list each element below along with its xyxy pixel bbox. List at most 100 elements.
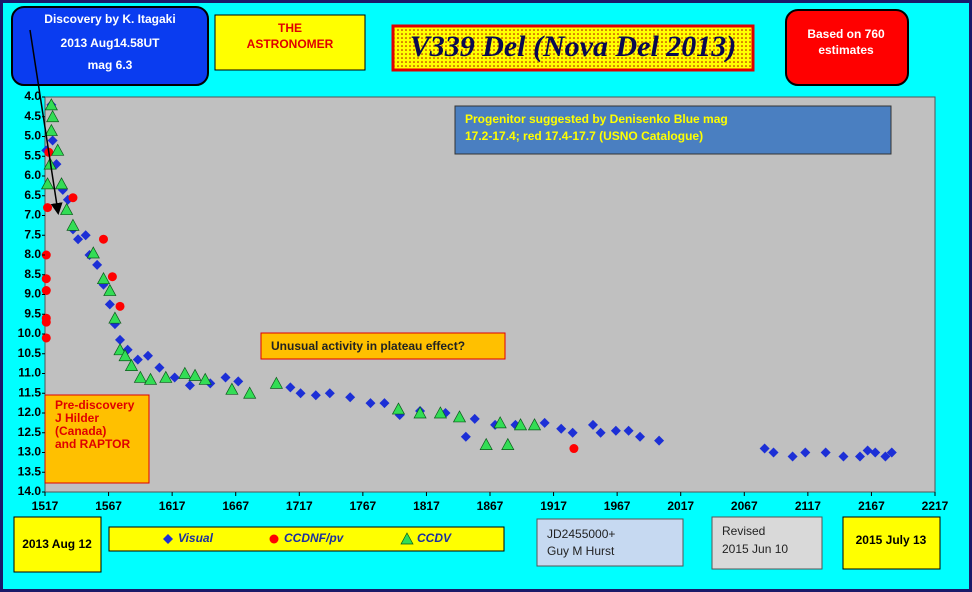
annotation: Based on 760 — [807, 27, 885, 41]
triangle-marker — [527, 418, 542, 431]
legend-entries: Visual CCDNF/pv CCDV — [163, 531, 452, 545]
annotation: 17.2-17.4; red 17.4-17.7 (USNO Catalogue… — [465, 129, 703, 143]
y-tick-label: 7.5 — [24, 227, 41, 241]
diamond-marker — [623, 425, 634, 436]
triangle-marker — [513, 418, 528, 431]
diamond-marker — [854, 451, 865, 462]
triangle-marker — [433, 406, 448, 419]
y-tick-label: 9.5 — [24, 306, 41, 320]
diamond-marker — [654, 435, 665, 446]
triangle-marker — [86, 246, 100, 259]
triangle-marker — [493, 416, 507, 429]
diamond-marker — [379, 398, 390, 409]
diamond-marker — [345, 392, 356, 403]
annotation: 2015 July 13 — [856, 533, 927, 547]
annotation: JD2455000+ — [547, 527, 615, 541]
annotation: 2013 Aug 12 — [22, 537, 92, 551]
circle-marker — [43, 203, 53, 213]
triangle-marker — [54, 177, 69, 190]
triangle-marker — [44, 98, 58, 111]
triangle-marker — [51, 143, 65, 156]
x-tick-label: 1867 — [477, 499, 504, 513]
triangle-marker — [188, 368, 202, 381]
x-tick-label: 2067 — [731, 499, 758, 513]
diamond-marker — [47, 135, 58, 146]
diamond-marker — [154, 362, 165, 373]
diamond-marker — [184, 380, 195, 391]
annotation: 2013 Aug14.58UT — [61, 36, 161, 50]
circle-marker — [41, 250, 51, 260]
annotation: mag 6.3 — [88, 58, 133, 72]
triangle-marker — [113, 343, 127, 356]
diamond-marker — [92, 259, 103, 270]
diamond-marker — [870, 447, 881, 458]
x-tick-label: 1617 — [159, 499, 186, 513]
triangle-marker — [243, 386, 257, 399]
x-tick-label: 2167 — [858, 499, 885, 513]
triangle-marker — [501, 437, 515, 450]
legend-marker — [400, 532, 414, 545]
triangle-marker — [66, 218, 80, 231]
diamond-marker — [635, 431, 646, 442]
y-tick-label: 8.0 — [24, 247, 41, 261]
x-tick-label: 1967 — [604, 499, 631, 513]
annotation: Revised — [722, 524, 765, 538]
triangle-marker — [198, 372, 212, 385]
diamond-marker — [567, 427, 578, 438]
diamond-marker — [759, 443, 770, 454]
circle-marker — [41, 274, 51, 284]
diamond-marker — [285, 382, 296, 393]
triangle-marker — [124, 358, 139, 371]
diamond-marker — [233, 376, 244, 387]
x-tick-label: 1767 — [350, 499, 377, 513]
y-tick-label: 14.0 — [18, 484, 42, 498]
plot-layer — [40, 98, 897, 462]
chart-title: V339 Del (Nova Del 2013) — [410, 30, 737, 63]
circle-marker — [107, 272, 117, 282]
estimates-box — [785, 9, 909, 86]
y-tick-label: 6.5 — [24, 188, 41, 202]
diamond-marker — [539, 417, 550, 428]
triangle-marker — [225, 382, 239, 395]
progenitor-box — [454, 105, 892, 155]
diamond-marker — [469, 413, 480, 424]
plot-area — [44, 96, 936, 493]
annotation: Pre-discovery — [55, 398, 135, 412]
x-tick-label: 1567 — [95, 499, 122, 513]
diamond-marker — [800, 447, 811, 458]
y-tick-label: 10.0 — [18, 326, 42, 340]
x-tick-label: 2217 — [922, 499, 949, 513]
title-box — [391, 24, 755, 72]
triangle-marker — [103, 283, 117, 296]
annotation: (Canada) — [55, 424, 106, 438]
legend-marker — [269, 534, 279, 544]
y-tick-label: 13.5 — [18, 464, 42, 478]
circle-marker — [98, 234, 108, 244]
circle-marker — [41, 317, 51, 327]
plateau-box — [260, 332, 506, 360]
y-tick-label: 10.5 — [18, 346, 42, 360]
diamond-marker — [820, 447, 831, 458]
diamond-marker — [460, 431, 471, 442]
circle-marker — [41, 286, 51, 296]
diamond-marker — [169, 372, 180, 383]
legend — [108, 526, 505, 552]
triangle-marker — [118, 348, 132, 362]
observer-box — [536, 518, 684, 567]
circle-marker — [115, 301, 125, 311]
annotation: Guy M Hurst — [547, 544, 615, 558]
diamond-marker — [587, 419, 598, 430]
y-tick-label: 6.0 — [24, 168, 41, 182]
diamond-marker — [142, 350, 153, 361]
diamond-marker — [862, 445, 873, 456]
diamond-marker — [80, 230, 91, 241]
triangle-marker — [96, 271, 111, 285]
diamond-marker — [295, 388, 306, 399]
circle-marker — [41, 333, 51, 343]
diamond-marker — [73, 234, 84, 245]
y-tick-label: 9.0 — [24, 287, 41, 301]
x-tick-label: 1917 — [540, 499, 567, 513]
discovery-arrow — [29, 29, 63, 215]
triangle-marker — [60, 202, 74, 215]
